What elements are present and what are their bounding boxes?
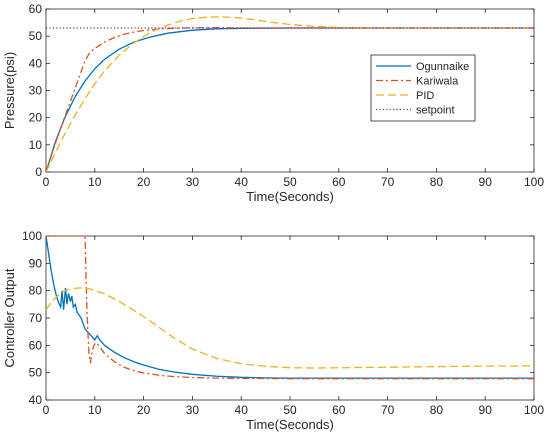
x-tick-label: 20 xyxy=(137,175,151,189)
x-tick-label: 30 xyxy=(186,403,200,417)
x-tick-label: 100 xyxy=(524,175,544,189)
x-tick-label: 100 xyxy=(524,403,544,417)
series-line-1 xyxy=(46,236,534,380)
pressure-chart: 0 10 20 30 40 50 60 70 80 90 1000102030405060Time(… xyxy=(2,2,544,204)
legend-label: PID xyxy=(416,90,434,102)
y-tick-label: 80 xyxy=(29,284,43,298)
plot-area xyxy=(45,235,535,401)
x-tick-label: 20 xyxy=(137,403,151,417)
y-tick-label: 70 xyxy=(29,311,43,325)
series-line-kariwala xyxy=(46,27,534,172)
x-tick-label: 0 xyxy=(43,175,50,189)
x-tick-label: 90 xyxy=(479,175,493,189)
x-tick-label: 60 xyxy=(332,175,346,189)
y-tick-label: 90 xyxy=(29,256,43,270)
series-line-0 xyxy=(46,236,534,379)
y-tick-label: 20 xyxy=(29,111,43,125)
x-tick-label: 80 xyxy=(430,403,444,417)
x-tick-label: 0 xyxy=(43,403,50,417)
x-tick-label: 70 xyxy=(381,403,395,417)
x-tick-label: 90 xyxy=(479,403,493,417)
x-tick-label: 10 xyxy=(88,175,102,189)
y-tick-label: 60 xyxy=(29,2,43,16)
x-tick-label: 50 xyxy=(283,403,297,417)
x-tick-label: 40 xyxy=(235,175,249,189)
y-tick-label: 40 xyxy=(29,393,43,407)
y-axis-label: Pressure(psi) xyxy=(2,52,17,129)
y-tick-label: 100 xyxy=(22,229,42,243)
y-tick-label: 50 xyxy=(29,366,43,380)
controller-output-chart: 0 10 20 30 40 50 60 70 80 90 100 40 50 60 70 80 90 100 Tim… xyxy=(2,229,544,432)
legend-label: Kariwala xyxy=(416,76,459,88)
legend-label: Ogunnaike xyxy=(416,61,469,73)
x-tick-label: 50 xyxy=(283,175,297,189)
series-line-2 xyxy=(46,287,534,369)
legend: Ogunnaike Kariwala PID setpoint xyxy=(370,54,476,122)
y-tick-label: 50 xyxy=(29,29,43,43)
y-tick-label: 30 xyxy=(29,84,43,98)
y-tick-label: 60 xyxy=(29,338,43,352)
x-tick-label: 40 xyxy=(235,403,249,417)
x-tick-label: 10 xyxy=(88,403,102,417)
x-tick-label: 60 xyxy=(332,403,346,417)
series-line-pid xyxy=(46,16,534,172)
x-tick-label: 30 xyxy=(186,175,200,189)
x-axis-label: Time(Seconds) xyxy=(246,189,334,204)
y-axis-label: Controller Output xyxy=(2,268,17,367)
x-axis-label: Time(Seconds) xyxy=(246,417,334,432)
x-tick-label: 70 xyxy=(381,175,395,189)
y-tick-label: 40 xyxy=(29,56,43,70)
y-tick-label: 10 xyxy=(29,138,43,152)
y-tick-label: 0 xyxy=(35,165,42,179)
legend-label: setpoint xyxy=(416,105,455,117)
x-tick-label: 80 xyxy=(430,175,444,189)
